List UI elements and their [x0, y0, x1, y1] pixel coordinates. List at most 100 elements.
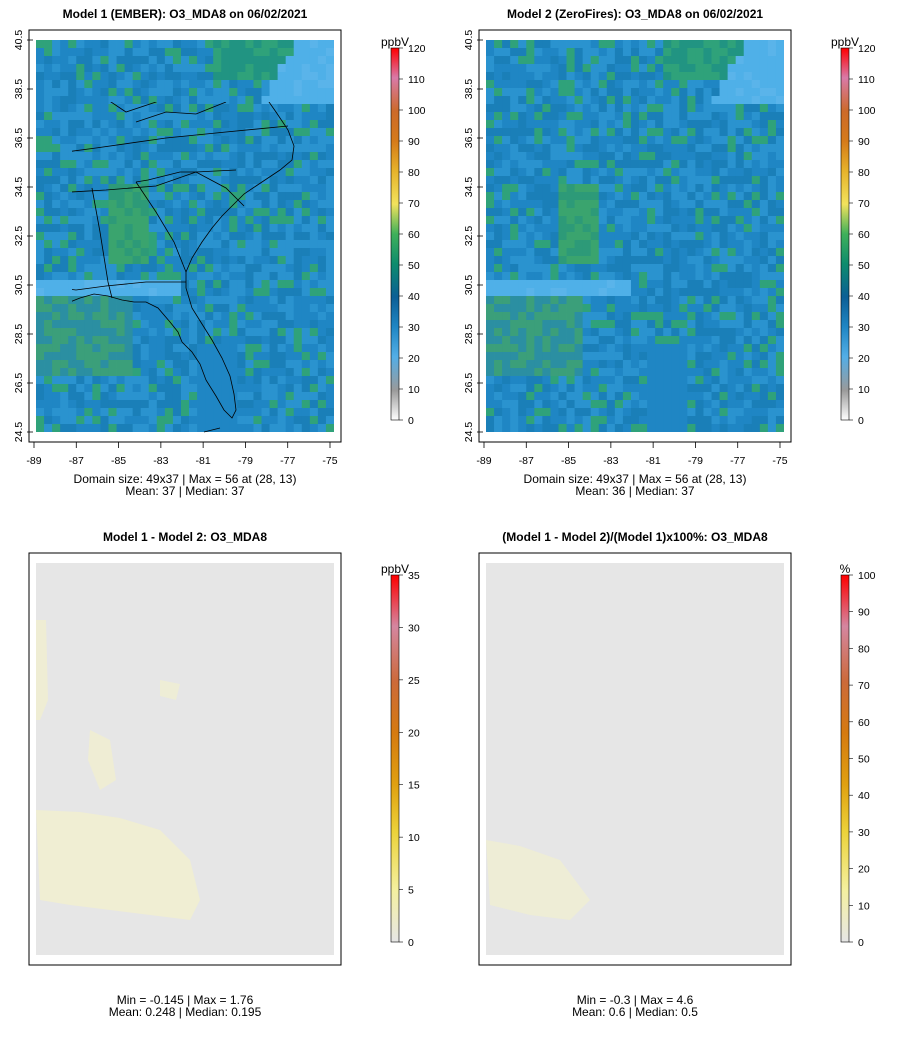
heatmap-cell: [679, 336, 688, 345]
heatmap-cell: [221, 248, 230, 257]
heatmap-cell: [156, 208, 166, 217]
heatmap-cell: [775, 272, 784, 281]
heatmap-cell: [164, 128, 174, 137]
heatmap-cell: [84, 360, 93, 369]
heatmap-cell: [655, 384, 664, 393]
heatmap-cell: [52, 344, 61, 353]
heatmap-cell: [590, 152, 600, 161]
heatmap-cell: [140, 240, 150, 249]
heatmap-cell: [213, 136, 222, 145]
heatmap-cell: [325, 360, 334, 369]
heatmap-cell: [301, 416, 311, 425]
heatmap-cell: [598, 224, 608, 233]
heatmap-cell: [767, 128, 777, 137]
panel-model2-axes: -89 -87 -85 -83 -81 -79 -77 -7524.526.528.530.5…: [463, 30, 788, 467]
heatmap-cell: [663, 272, 672, 281]
heatmap-cell: [655, 344, 664, 353]
heatmap-cell: [148, 232, 158, 241]
heatmap-cell: [743, 184, 753, 193]
heatmap-cell: [711, 152, 720, 161]
heatmap-cell: [671, 232, 680, 241]
heatmap-cell: [767, 232, 777, 241]
heatmap-cell: [36, 88, 45, 97]
heatmap-cell: [767, 64, 777, 73]
heatmap-cell: [518, 176, 527, 185]
heatmap-cell: [325, 264, 334, 273]
heatmap-cell: [172, 296, 182, 305]
heatmap-cell: [735, 256, 745, 265]
heatmap-cell: [719, 136, 729, 145]
heatmap-cell: [743, 336, 753, 345]
heatmap-cell: [526, 136, 535, 145]
heatmap-cell: [68, 360, 77, 369]
heatmap-cell: [229, 232, 238, 241]
heatmap-cell: [301, 144, 311, 153]
heatmap-cell: [751, 240, 761, 249]
heatmap-cell: [172, 96, 182, 105]
heatmap-cell: [124, 216, 134, 225]
y-tick-label: 30.5: [13, 275, 25, 296]
heatmap-cell: [317, 280, 327, 289]
heatmap-cell: [743, 376, 753, 385]
heatmap-cell: [743, 40, 753, 49]
heatmap-cell: [60, 296, 69, 305]
heatmap-cell: [325, 376, 334, 385]
heatmap-cell: [253, 376, 262, 385]
heatmap-cell: [751, 88, 761, 97]
heatmap-cell: [622, 112, 632, 121]
heatmap-cell: [550, 360, 559, 369]
heatmap-cell: [695, 80, 704, 89]
heatmap-cell: [124, 192, 134, 201]
heatmap-cell: [301, 200, 311, 209]
heatmap-cell: [542, 192, 551, 201]
heatmap-cell: [590, 344, 600, 353]
heatmap-cell: [502, 104, 511, 113]
heatmap-cell: [655, 88, 664, 97]
heatmap-cell: [44, 296, 53, 305]
heatmap-cell: [695, 264, 704, 273]
heatmap-cell: [237, 112, 246, 121]
panel-difference-stats-line2: Mean: 0.248 | Median: 0.195: [109, 1005, 262, 1019]
heatmap-cell: [269, 416, 279, 425]
heatmap-cell: [518, 104, 527, 113]
heatmap-cell: [253, 360, 262, 369]
heatmap-cell: [510, 416, 519, 425]
heatmap-cell: [44, 376, 53, 385]
heatmap-cell: [245, 160, 254, 169]
heatmap-cell: [502, 392, 511, 401]
heatmap-cell: [534, 304, 543, 313]
heatmap-cell: [590, 392, 600, 401]
heatmap-cell: [566, 296, 575, 305]
heatmap-cell: [301, 368, 311, 377]
heatmap-cell: [647, 360, 656, 369]
heatmap-cell: [727, 168, 737, 177]
heatmap-cell: [655, 40, 664, 49]
heatmap-cell: [542, 152, 551, 161]
heatmap-cell: [703, 104, 712, 113]
heatmap-cell: [502, 424, 511, 432]
heatmap-cell: [510, 192, 519, 201]
heatmap-cell: [526, 184, 535, 193]
heatmap-cell: [301, 296, 311, 305]
heatmap-cell: [293, 256, 303, 265]
heatmap-cell: [614, 168, 624, 177]
heatmap-cell: [743, 88, 753, 97]
heatmap-cell: [671, 128, 680, 137]
heatmap-cell: [695, 272, 704, 281]
heatmap-cell: [574, 328, 584, 337]
heatmap-cell: [172, 384, 182, 393]
heatmap-cell: [639, 112, 648, 121]
heatmap-cell: [671, 288, 680, 297]
heatmap-cell: [309, 40, 319, 49]
heatmap-cell: [727, 216, 737, 225]
heatmap-cell: [213, 216, 222, 225]
heatmap-cell: [285, 368, 295, 377]
heatmap-cell: [205, 264, 214, 273]
heatmap-cell: [197, 424, 206, 432]
heatmap-cell: [164, 320, 174, 329]
heatmap-cell: [76, 232, 85, 241]
heatmap-cell: [36, 376, 45, 385]
heatmap-cell: [301, 208, 311, 217]
colorbar-unit: ppbV: [381, 35, 409, 49]
